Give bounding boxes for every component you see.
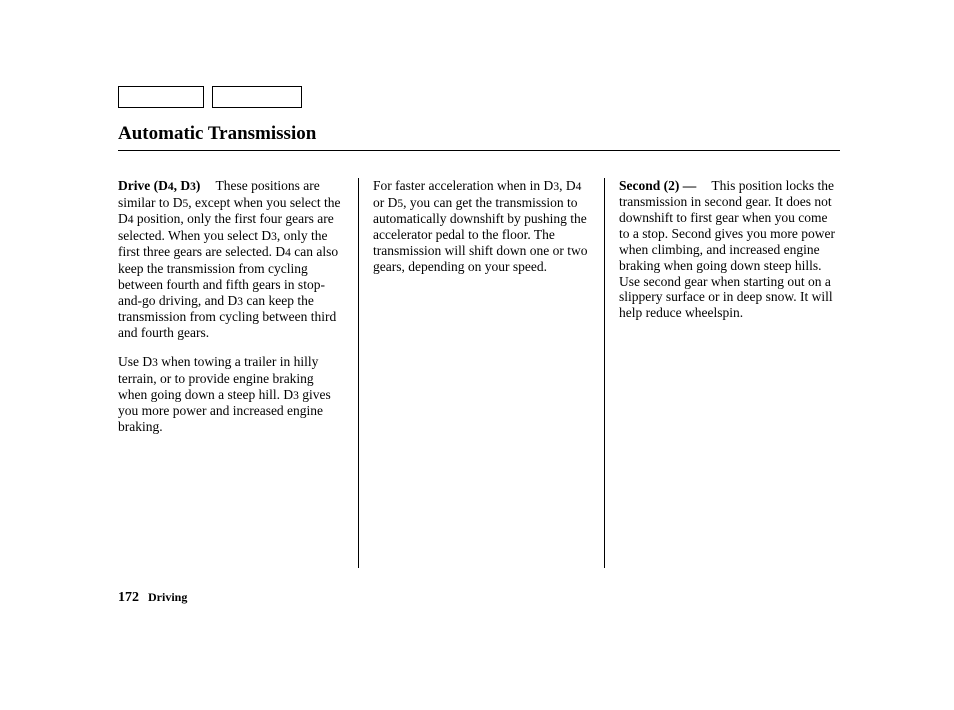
page-root: Automatic Transmission Drive (D4, D3) Th… xyxy=(0,0,954,710)
section-name: Driving xyxy=(148,590,187,604)
col1-para-2: Use D3 when towing a trailer in hilly te… xyxy=(118,354,344,435)
column-3: Second (2) — This position locks the tra… xyxy=(604,178,840,568)
drive-lead: Drive (D4, D3) xyxy=(118,178,200,193)
column-1: Drive (D4, D3) These positions are simil… xyxy=(118,178,358,568)
second-lead: Second (2) — xyxy=(619,178,696,193)
header-placeholder-boxes xyxy=(118,86,302,108)
column-2: For faster acceleration when in D3, D4 o… xyxy=(358,178,604,568)
col1-para-1: Drive (D4, D3) These positions are simil… xyxy=(118,178,344,341)
col3-para-1: Second (2) — This position locks the tra… xyxy=(619,178,840,321)
col2-para-1: For faster acceleration when in D3, D4 o… xyxy=(373,178,590,275)
accel-text: For faster acceleration when in D3, D4 o… xyxy=(373,178,588,274)
body-columns: Drive (D4, D3) These positions are simil… xyxy=(118,178,840,568)
title-rule xyxy=(118,150,840,151)
drive-text: These positions are similar to D5, excep… xyxy=(118,178,340,340)
header-box-1 xyxy=(118,86,204,108)
page-title: Automatic Transmission xyxy=(118,123,316,145)
drive-text-2: Use D3 when towing a trailer in hilly te… xyxy=(118,354,331,434)
header-box-2 xyxy=(212,86,302,108)
second-text: This position locks the transmission in … xyxy=(619,178,835,320)
page-footer: 172 Driving xyxy=(118,590,187,606)
page-number: 172 xyxy=(118,590,139,605)
